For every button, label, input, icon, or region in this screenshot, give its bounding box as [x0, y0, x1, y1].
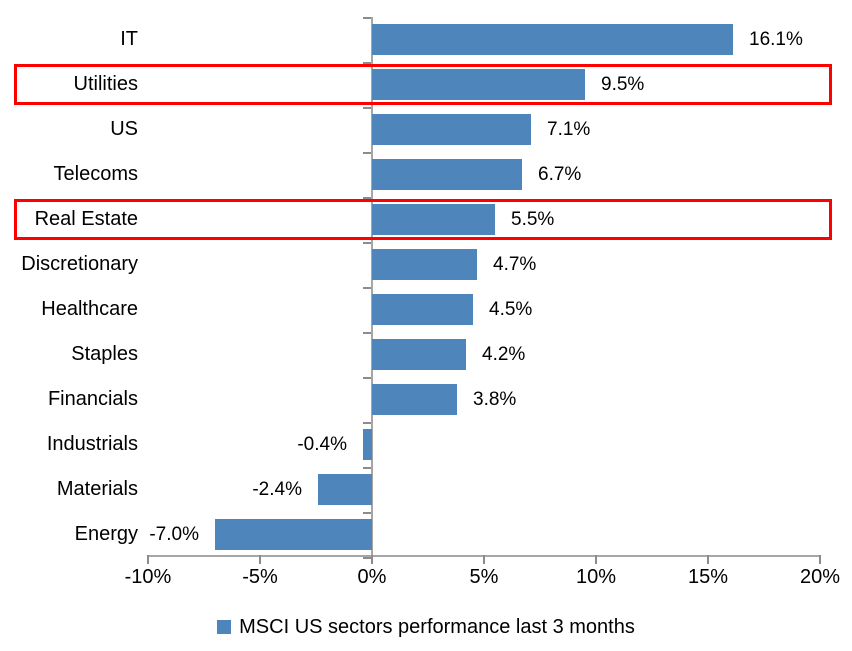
value-label: 3.8%: [473, 389, 517, 410]
x-tick-label: 5%: [469, 566, 499, 588]
x-axis-tick: [371, 555, 373, 564]
category-label: Real Estate: [34, 208, 138, 230]
value-label: 7.1%: [547, 119, 591, 140]
category-label: Materials: [56, 478, 138, 500]
y-axis-tick: [363, 62, 371, 64]
category-label: US: [110, 118, 138, 140]
category-label: Financials: [47, 388, 138, 410]
category-label: IT: [120, 28, 138, 50]
legend-swatch: [217, 620, 232, 634]
x-tick-label: -10%: [124, 566, 172, 588]
bar: [318, 474, 372, 505]
value-label: 6.7%: [538, 164, 582, 185]
bar: [215, 519, 372, 550]
y-axis-tick: [363, 287, 371, 289]
y-axis-tick: [363, 152, 371, 154]
bar: [372, 204, 495, 235]
x-tick-label: 0%: [357, 566, 387, 588]
y-axis-tick: [363, 197, 371, 199]
highlight-box: [14, 199, 832, 240]
bar: [372, 294, 473, 325]
y-axis-tick: [363, 557, 371, 559]
x-axis-tick: [147, 555, 149, 564]
bar: [372, 159, 522, 190]
x-axis-tick: [483, 555, 485, 564]
value-label: -0.4%: [297, 434, 347, 455]
x-axis-tick: [707, 555, 709, 564]
category-label: Staples: [71, 343, 138, 365]
x-axis-tick: [819, 555, 821, 564]
y-axis-tick: [363, 242, 371, 244]
highlight-box: [14, 64, 832, 105]
legend-label: MSCI US sectors performance last 3 month…: [239, 615, 635, 638]
y-axis-tick: [363, 512, 371, 514]
bar: [372, 69, 585, 100]
category-label: Telecoms: [53, 163, 138, 185]
category-label: Healthcare: [41, 298, 138, 320]
y-axis-tick: [363, 107, 371, 109]
bar: [372, 384, 457, 415]
value-label: 5.5%: [511, 209, 555, 230]
plot-area: IT 16.1% Utilities 9.5% US 7.1% Telecoms 6.7% Re…: [14, 17, 841, 588]
value-label: 4.2%: [482, 344, 526, 365]
value-label: 9.5%: [601, 74, 645, 95]
x-tick-label: 10%: [575, 566, 617, 588]
y-axis-tick: [363, 17, 371, 19]
x-axis-tick: [259, 555, 261, 564]
legend: MSCI US sectors performance last 3 month…: [0, 611, 852, 643]
x-tick-label: -5%: [242, 566, 278, 588]
bar: [372, 339, 466, 370]
value-label: 4.5%: [489, 299, 533, 320]
category-label: Discretionary: [21, 253, 138, 275]
value-label: -2.4%: [252, 479, 302, 500]
bar: [372, 114, 531, 145]
y-axis-tick: [363, 467, 371, 469]
value-label: 4.7%: [493, 254, 537, 275]
y-axis-tick: [363, 377, 371, 379]
value-label: -7.0%: [149, 524, 199, 545]
y-axis-tick: [363, 422, 371, 424]
x-tick-label: 15%: [687, 566, 729, 588]
category-label: Utilities: [73, 73, 138, 95]
category-label: Industrials: [46, 433, 138, 455]
bar: [372, 249, 477, 280]
x-tick-label: 20%: [799, 566, 841, 588]
category-label: Energy: [74, 523, 138, 545]
value-label: 16.1%: [749, 29, 803, 50]
bar: [363, 429, 372, 460]
y-axis-tick: [363, 332, 371, 334]
x-axis-tick: [595, 555, 597, 564]
bar: [372, 24, 733, 55]
y-axis-line: [371, 17, 373, 557]
